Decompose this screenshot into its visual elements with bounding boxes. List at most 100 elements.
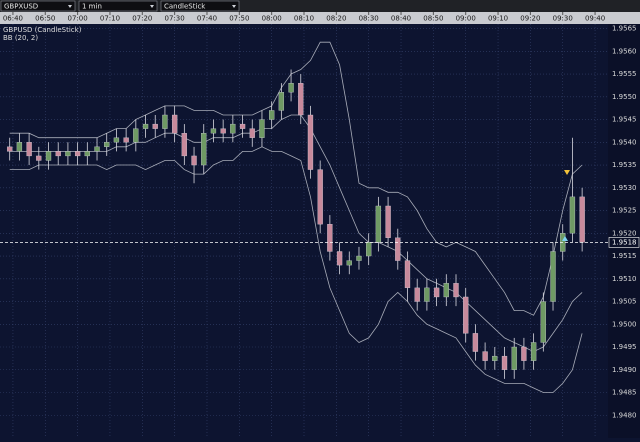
bollinger-lower bbox=[9, 146, 583, 393]
candle-body bbox=[7, 146, 13, 152]
candle-body bbox=[259, 119, 265, 138]
x-tick-label: 07:50 bbox=[229, 15, 249, 23]
candle-body bbox=[133, 128, 139, 143]
grid bbox=[0, 24, 608, 438]
candle-body bbox=[424, 287, 430, 302]
candle-body bbox=[113, 137, 120, 143]
candle-body bbox=[191, 155, 197, 166]
candle-body bbox=[521, 346, 527, 361]
bollinger-middle bbox=[9, 114, 583, 353]
y-tick-label: 1.9480 bbox=[612, 411, 637, 419]
sell-signal bbox=[564, 170, 570, 175]
candle-body bbox=[375, 205, 382, 243]
candle-body bbox=[298, 82, 304, 116]
y-tick-label: 1.9505 bbox=[612, 298, 637, 306]
candle-body bbox=[36, 155, 42, 161]
candle-body bbox=[55, 151, 61, 157]
x-tick-label: 06:40 bbox=[3, 15, 23, 23]
y-tick-label: 1.9545 bbox=[612, 116, 637, 124]
interval-dropdown[interactable] bbox=[78, 0, 158, 12]
interval: 1 min bbox=[82, 3, 102, 11]
candle-body bbox=[492, 355, 498, 361]
candle-body bbox=[239, 123, 246, 129]
candle-body bbox=[152, 123, 158, 129]
style-dropdown[interactable] bbox=[160, 0, 240, 12]
x-tick-label: 06:50 bbox=[35, 15, 55, 23]
candle-body bbox=[45, 151, 52, 161]
candle-body bbox=[550, 251, 556, 302]
x-tick-label: 07:20 bbox=[132, 15, 152, 23]
toolbar bbox=[0, 0, 640, 12]
candle-body bbox=[171, 114, 178, 134]
price-axis bbox=[608, 24, 640, 438]
candle-body bbox=[288, 82, 294, 93]
candle-body bbox=[346, 260, 352, 266]
candle-body bbox=[385, 205, 391, 238]
y-tick-label: 1.9490 bbox=[612, 366, 637, 374]
candle-body bbox=[16, 142, 23, 152]
buy-signal bbox=[562, 236, 568, 241]
symbol-dropdown[interactable] bbox=[0, 0, 76, 12]
indicator-label: BB (20, 2) bbox=[3, 34, 38, 42]
y-tick-label: 1.9510 bbox=[612, 275, 637, 283]
candle-body bbox=[249, 128, 255, 138]
chart-style: CandleStick bbox=[164, 3, 206, 11]
bollinger-upper bbox=[9, 41, 583, 316]
candle-body bbox=[230, 123, 236, 134]
candle-body bbox=[307, 114, 314, 170]
x-tick-label: 08:00 bbox=[262, 15, 282, 23]
x-tick-label: 07:10 bbox=[100, 15, 120, 23]
y-tick-label: 1.9550 bbox=[612, 93, 637, 101]
chart-title: GBPUSD (CandleStick) bbox=[3, 26, 82, 34]
candle-body bbox=[123, 137, 129, 143]
y-tick-label: 1.9560 bbox=[612, 47, 637, 55]
x-tick-label: 08:20 bbox=[326, 15, 346, 23]
x-tick-label: 07:00 bbox=[68, 15, 88, 23]
time-axis-bar bbox=[0, 12, 640, 24]
y-tick-label: 1.9525 bbox=[612, 207, 637, 215]
candle-body bbox=[395, 237, 401, 261]
candle-body bbox=[472, 333, 479, 352]
dropdown-arrows bbox=[68, 5, 236, 8]
candle-body bbox=[142, 123, 149, 129]
x-tick-label: 09:30 bbox=[553, 15, 573, 23]
candle-body bbox=[162, 114, 168, 129]
candle-body bbox=[530, 342, 537, 361]
candle-body bbox=[511, 346, 517, 370]
candle-body bbox=[569, 196, 576, 234]
candle-body bbox=[94, 146, 100, 152]
candle-body bbox=[104, 142, 110, 147]
candle-body bbox=[327, 224, 333, 252]
candle-body bbox=[463, 296, 469, 334]
y-tick-label: 1.9535 bbox=[612, 161, 637, 169]
x-tick-label: 08:30 bbox=[359, 15, 379, 23]
y-tick-label: 1.9485 bbox=[612, 389, 637, 397]
y-tick-label: 1.9520 bbox=[612, 229, 637, 237]
candle-body bbox=[220, 128, 226, 134]
y-tick-label: 1.9540 bbox=[612, 138, 637, 146]
x-tick-label: 09:40 bbox=[585, 15, 605, 23]
candle-body bbox=[278, 92, 285, 111]
x-tick-label: 08:50 bbox=[423, 15, 443, 23]
candle-body bbox=[404, 260, 411, 289]
y-tick-label: 1.9555 bbox=[612, 70, 637, 78]
x-tick-label: 08:40 bbox=[391, 15, 411, 23]
candle-body bbox=[317, 169, 323, 225]
candle-body bbox=[356, 255, 362, 261]
candle-body bbox=[366, 242, 372, 257]
y-tick-label: 1.9495 bbox=[612, 343, 637, 351]
last-price-box bbox=[608, 237, 640, 248]
candle-body bbox=[482, 351, 488, 361]
x-tick-label: 08:10 bbox=[294, 15, 314, 23]
candle-body bbox=[26, 142, 32, 157]
x-tick-label: 09:10 bbox=[488, 15, 508, 23]
y-tick-label: 1.9500 bbox=[612, 320, 637, 328]
candle-body bbox=[181, 133, 187, 157]
y-tick-label: 1.9515 bbox=[612, 252, 637, 260]
x-tick-label: 09:00 bbox=[456, 15, 476, 23]
candle-body bbox=[540, 301, 546, 343]
candle-body bbox=[501, 355, 508, 370]
